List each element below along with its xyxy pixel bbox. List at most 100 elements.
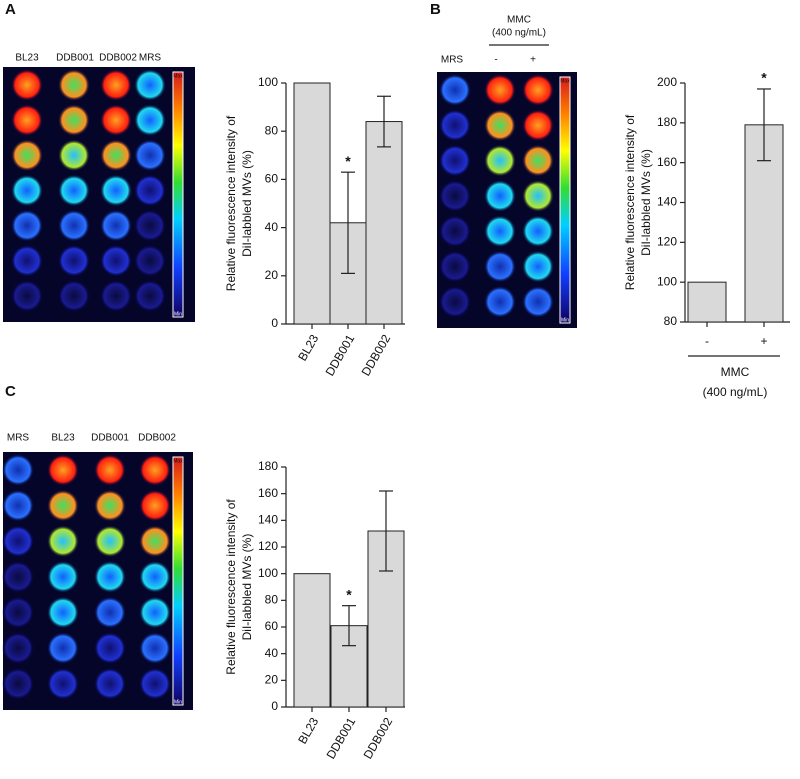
panel-label: C [5, 383, 16, 400]
blot-column-label: DDB001 [91, 433, 129, 444]
well [100, 139, 132, 172]
well [522, 179, 554, 212]
y-axis-title: Relative fluorescence intensity of [623, 114, 637, 290]
y-tick-label: 0 [271, 699, 278, 713]
well [58, 69, 90, 101]
blot-column-label: BL23 [15, 53, 39, 64]
y-tick-label: 80 [664, 314, 678, 328]
y-tick-label: 120 [657, 235, 677, 249]
y-tick-label: 120 [258, 539, 278, 553]
y-tick-label: 160 [657, 155, 677, 169]
well [439, 179, 471, 212]
blot-column-label: DDB002 [138, 433, 176, 444]
well [11, 174, 43, 207]
significance: * [761, 70, 767, 86]
bar [293, 573, 331, 708]
well [134, 244, 166, 277]
blot-column-label: + [530, 55, 536, 66]
well [439, 74, 471, 106]
x-tick-label: DDB001 [324, 715, 359, 762]
color-scale [172, 456, 184, 706]
well [11, 139, 43, 172]
well [47, 454, 79, 486]
well [94, 489, 126, 522]
well [47, 596, 79, 629]
well [94, 560, 126, 593]
well [439, 144, 471, 177]
well [11, 244, 43, 277]
x-axis-title: MMC [721, 365, 750, 379]
well [439, 285, 471, 318]
well [439, 250, 471, 283]
well [2, 560, 34, 593]
well [47, 560, 79, 593]
well [522, 250, 554, 283]
y-tick-label: 200 [657, 75, 677, 89]
well [58, 209, 90, 242]
well [94, 667, 126, 700]
panel-label: A [5, 1, 16, 18]
bar [365, 121, 403, 325]
scale-min: Min [561, 317, 569, 323]
well [58, 174, 90, 207]
scale-max: Max [173, 73, 183, 79]
x-tick-label: BL23 [295, 332, 321, 364]
y-axis-title: DiI-labbled MVs (%) [240, 534, 254, 641]
blot-column-label: DDB002 [99, 53, 137, 64]
y-tick-label: 20 [265, 673, 279, 687]
well [100, 104, 132, 137]
y-axis-title: Relative fluorescence intensity of [224, 115, 238, 291]
y-tick-label: 160 [258, 486, 278, 500]
y-tick-label: 100 [657, 274, 677, 288]
well [522, 215, 554, 248]
well [58, 139, 90, 172]
y-tick-label: 100 [258, 566, 278, 580]
well [522, 285, 554, 318]
x-tick-label: BL23 [295, 715, 321, 747]
well [484, 144, 516, 177]
y-tick-label: 140 [258, 513, 278, 527]
color-scale [172, 71, 184, 318]
well [94, 454, 126, 486]
y-tick-label: 0 [271, 316, 278, 330]
panel-label: B [430, 1, 441, 18]
well [58, 244, 90, 277]
y-axis-title: DiI-labbled MVs (%) [639, 149, 653, 256]
well [100, 279, 132, 312]
well [439, 109, 471, 142]
well [100, 69, 132, 101]
well [2, 632, 34, 665]
y-tick-label: 100 [258, 75, 278, 89]
color-scale [559, 76, 571, 324]
x-axis-title: (400 ng/mL) [703, 385, 768, 399]
well [439, 215, 471, 248]
well [47, 489, 79, 522]
y-tick-label: 80 [265, 123, 279, 137]
well [139, 596, 171, 629]
well [47, 667, 79, 700]
well [522, 109, 554, 142]
well [2, 667, 34, 700]
well [100, 174, 132, 207]
significance: * [346, 586, 352, 602]
well [47, 525, 79, 558]
x-tick-label: - [705, 334, 709, 348]
well [484, 285, 516, 318]
well [2, 454, 34, 486]
treatment-label: MMC [507, 15, 531, 26]
x-tick-label: DDB002 [359, 332, 394, 379]
bar [687, 281, 727, 323]
well [484, 109, 516, 142]
scale-min: Min [174, 699, 182, 705]
well [94, 525, 126, 558]
well [484, 179, 516, 212]
well [134, 279, 166, 312]
scale-max: Max [173, 458, 183, 464]
y-tick-label: 20 [265, 268, 279, 282]
well [100, 244, 132, 277]
x-tick-label: + [760, 334, 767, 348]
well [139, 560, 171, 593]
well [134, 209, 166, 242]
well [58, 279, 90, 312]
